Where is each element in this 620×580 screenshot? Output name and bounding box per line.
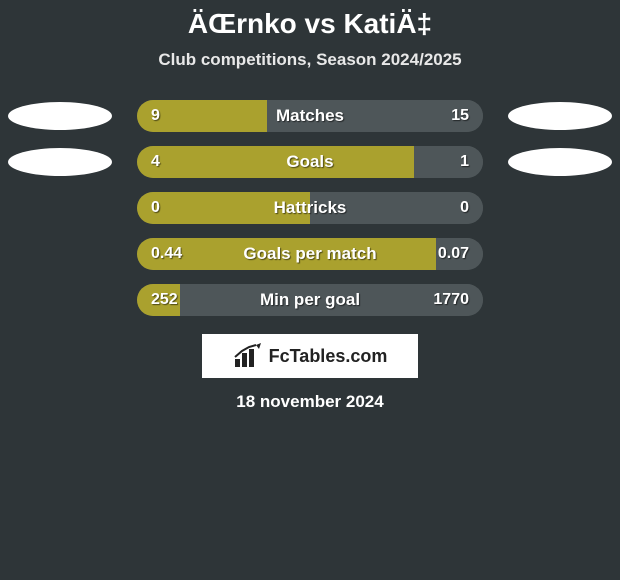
- metric-bar-left-segment: 9: [137, 100, 267, 132]
- metric-bar-right-segment: 15: [267, 100, 483, 132]
- brand-box[interactable]: FcTables.com: [202, 334, 418, 378]
- metric-row: 2521770Min per goal: [0, 284, 620, 316]
- team-right-logo: [508, 102, 612, 130]
- metric-bar-left-segment: 252: [137, 284, 180, 316]
- metric-bar: 00Hattricks: [137, 192, 483, 224]
- metric-right-value: 0.07: [438, 245, 469, 263]
- metric-bar-right-segment: 0.07: [436, 238, 483, 270]
- metric-right-value: 0: [460, 199, 469, 217]
- metric-row: 915Matches: [0, 100, 620, 132]
- metric-bar-left-segment: 4: [137, 146, 414, 178]
- metric-right-value: 1770: [433, 291, 469, 309]
- metric-left-value: 252: [151, 291, 178, 309]
- team-left-logo: [8, 102, 112, 130]
- metric-bar: 915Matches: [137, 100, 483, 132]
- metric-left-value: 9: [151, 107, 160, 125]
- brand-text: FcTables.com: [269, 346, 388, 367]
- metric-bar-left-segment: 0.44: [137, 238, 436, 270]
- metric-left-value: 4: [151, 153, 160, 171]
- metric-left-value: 0.44: [151, 245, 182, 263]
- metric-left-value: 0: [151, 199, 160, 217]
- metric-right-value: 1: [460, 153, 469, 171]
- page-title: ÄŒrnko vs KatiÄ‡: [0, 8, 620, 40]
- metric-row: 41Goals: [0, 146, 620, 178]
- metric-bar-right-segment: 1: [414, 146, 483, 178]
- team-left-logo: [8, 148, 112, 176]
- metric-bar: 41Goals: [137, 146, 483, 178]
- metrics-list: 915Matches41Goals00Hattricks0.440.07Goal…: [0, 100, 620, 316]
- stats-comparison-card: ÄŒrnko vs KatiÄ‡ Club competitions, Seas…: [0, 0, 620, 412]
- brand-chart-icon: [233, 343, 263, 369]
- metric-bar: 2521770Min per goal: [137, 284, 483, 316]
- metric-bar-left-segment: 0: [137, 192, 310, 224]
- metric-bar-right-segment: 1770: [180, 284, 483, 316]
- team-right-logo: [508, 148, 612, 176]
- metric-row: 0.440.07Goals per match: [0, 238, 620, 270]
- metric-right-value: 15: [451, 107, 469, 125]
- footer-date: 18 november 2024: [0, 392, 620, 412]
- page-subtitle: Club competitions, Season 2024/2025: [0, 50, 620, 70]
- metric-row: 00Hattricks: [0, 192, 620, 224]
- metric-bar-right-segment: 0: [310, 192, 483, 224]
- metric-bar: 0.440.07Goals per match: [137, 238, 483, 270]
